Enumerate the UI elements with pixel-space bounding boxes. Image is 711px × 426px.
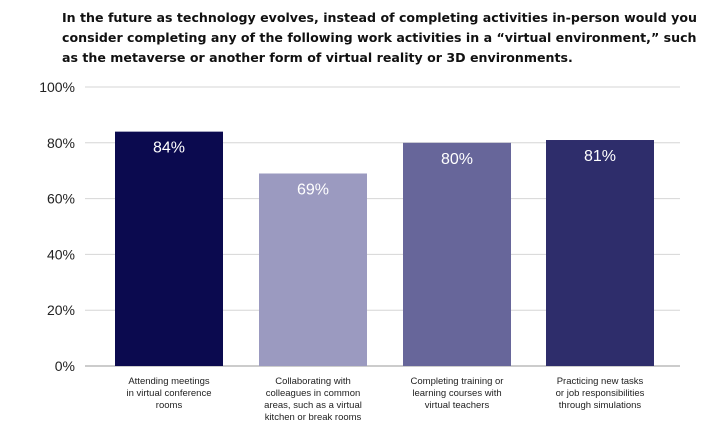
bar-value-label: 80% <box>441 151 473 168</box>
y-tick-label: 60% <box>47 191 75 207</box>
x-category-label: Practicing new tasks <box>557 376 644 387</box>
bar <box>259 173 367 366</box>
x-category-label: virtual teachers <box>425 400 490 411</box>
chart-title: In the future as technology evolves, ins… <box>62 8 702 68</box>
y-tick-label: 0% <box>55 358 75 374</box>
y-tick-label: 40% <box>47 246 75 262</box>
x-category-label: colleagues in common <box>266 388 361 399</box>
x-category-label: rooms <box>156 400 183 411</box>
bar-value-label: 84% <box>153 140 185 157</box>
y-tick-label: 100% <box>39 79 75 95</box>
x-category-label: or job responsibilities <box>556 388 645 399</box>
bar <box>546 140 654 366</box>
x-category-label: in virtual conference <box>126 388 211 399</box>
x-category-label: Completing training or <box>411 376 504 387</box>
chart-title-line: as the metaverse or another form of virt… <box>62 50 573 65</box>
x-category-label: Collaborating with <box>275 376 351 387</box>
chart-title-line: consider completing any of the following… <box>62 30 697 45</box>
y-tick-label: 20% <box>47 302 75 318</box>
x-category-label: through simulations <box>559 400 642 411</box>
x-category-label: areas, such as a virtual <box>264 400 362 411</box>
x-category-label: learning courses with <box>412 388 501 399</box>
bar <box>115 131 223 366</box>
x-category-label: kitchen or break rooms <box>265 412 362 423</box>
bar <box>403 142 511 366</box>
y-tick-label: 80% <box>47 135 75 151</box>
chart-title-line: In the future as technology evolves, ins… <box>62 10 697 25</box>
bar-value-label: 69% <box>297 181 329 198</box>
x-category-label: Attending meetings <box>128 376 210 387</box>
bar-value-label: 81% <box>584 148 616 165</box>
